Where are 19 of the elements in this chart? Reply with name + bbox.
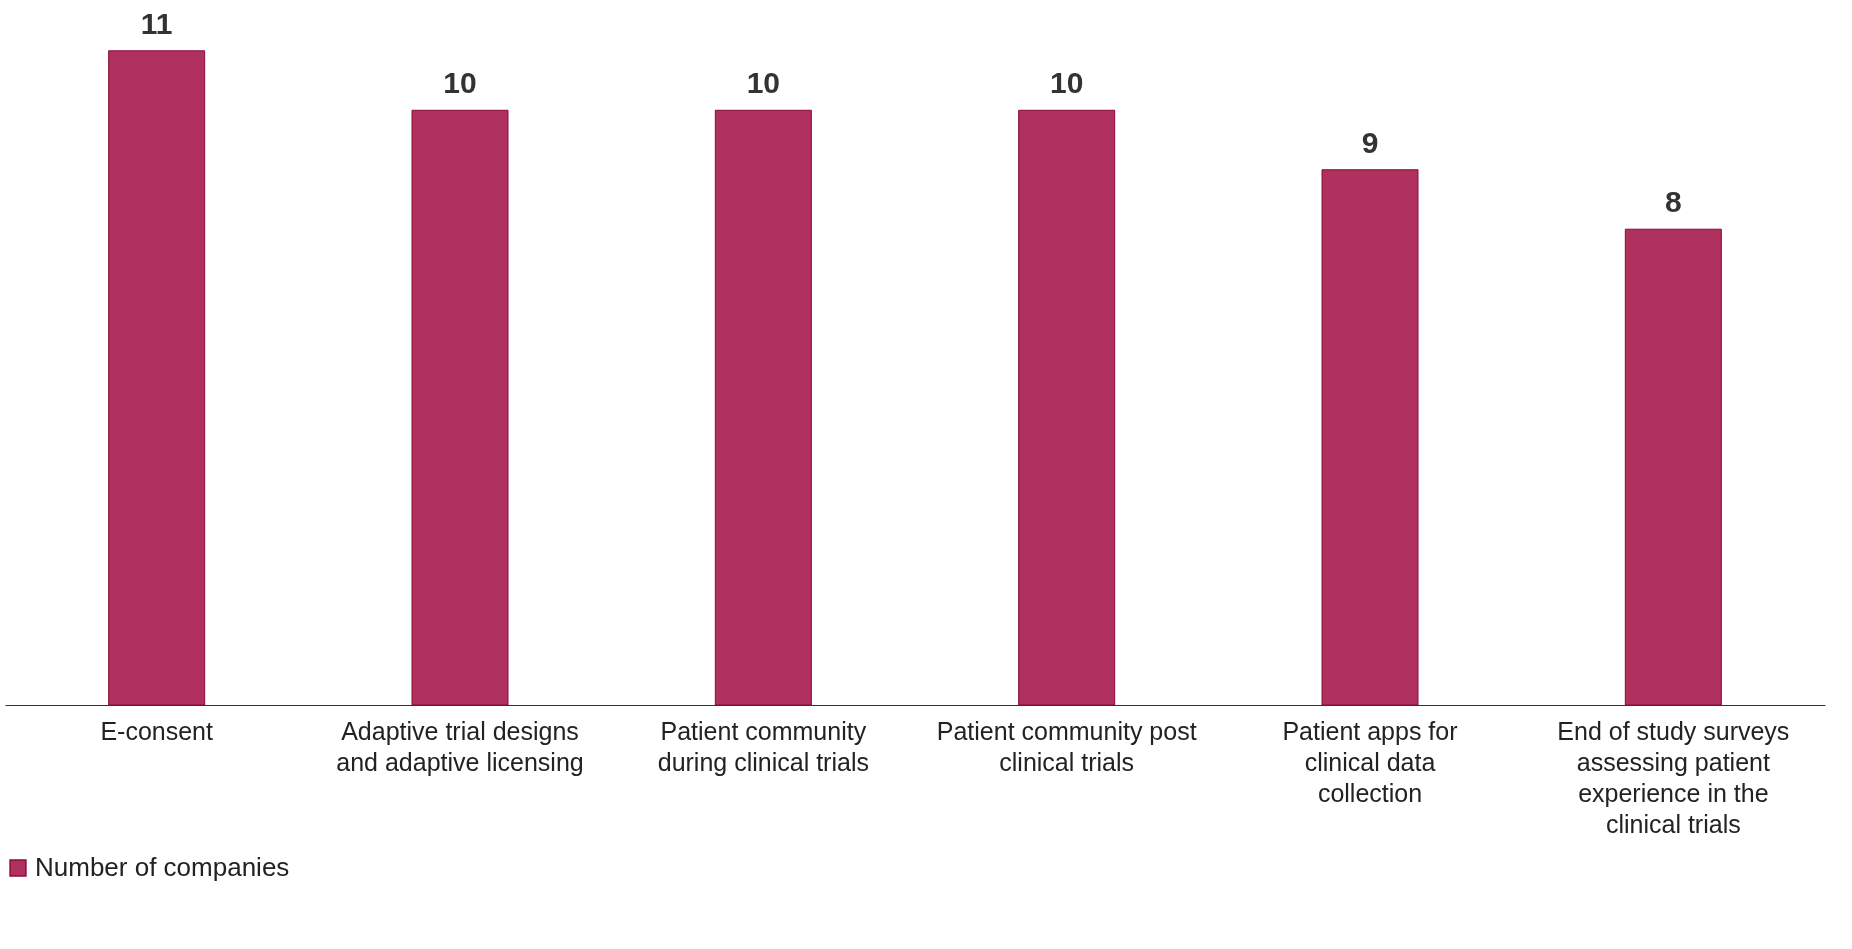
legend-label: Number of companies: [35, 852, 290, 882]
x-tick-label: Adaptive trial designs and adaptive licensing: [336, 716, 584, 776]
x-tick-label: E-consent: [100, 716, 213, 745]
data-label: 10: [746, 66, 781, 100]
data-label: 10: [1049, 66, 1084, 100]
x-tick-label: Patient community during clinical trials: [657, 716, 869, 776]
x-tick-label: Patient community post clinical trials: [936, 716, 1197, 776]
data-label: 10: [443, 66, 477, 100]
bar: [108, 50, 206, 706]
bar: [1321, 169, 1419, 706]
x-tick-label: End of study surveys assessing patient experience in the clinical trials: [1557, 716, 1790, 838]
data-label: 8: [1664, 185, 1682, 219]
bar: [411, 109, 509, 706]
data-label: 11: [140, 6, 173, 40]
data-label: 9: [1361, 125, 1379, 159]
x-tick-label: Patient apps for clinical data collection: [1282, 716, 1458, 807]
bar: [1018, 109, 1116, 706]
bar: [1624, 228, 1722, 706]
bar: [714, 109, 812, 706]
